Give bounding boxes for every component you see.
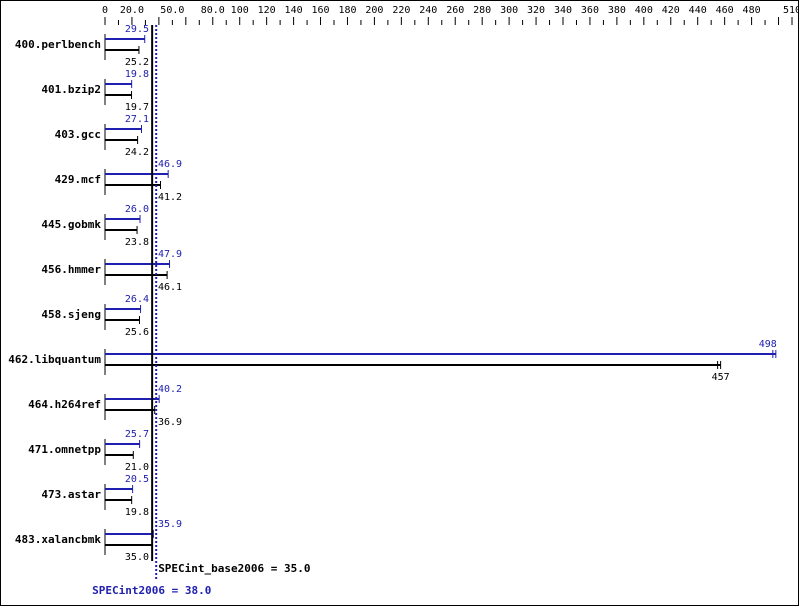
value-label-peak: 498 bbox=[759, 339, 777, 350]
value-label-peak: 26.0 bbox=[125, 204, 149, 215]
value-label-peak: 40.2 bbox=[158, 384, 182, 395]
value-label-base: 23.8 bbox=[125, 237, 149, 248]
benchmark-label: 473.astar bbox=[41, 488, 101, 501]
benchmark-label: 456.hmmer bbox=[41, 263, 101, 276]
benchmark-label: 401.bzip2 bbox=[41, 83, 101, 96]
axis-tick-label: 400 bbox=[635, 5, 653, 16]
axis-tick-label: 200 bbox=[365, 5, 383, 16]
axis-tick-label: 260 bbox=[446, 5, 464, 16]
benchmark-label: 464.h264ref bbox=[28, 398, 101, 411]
reference-label-base: SPECint_base2006 = 35.0 bbox=[158, 562, 310, 575]
value-label-base: 19.7 bbox=[125, 102, 149, 113]
axis-tick-label: 50.0 bbox=[160, 5, 184, 16]
axis-tick-label: 510 bbox=[783, 5, 798, 16]
value-label-base: 24.2 bbox=[125, 147, 149, 158]
axis-tick-label: 480 bbox=[743, 5, 761, 16]
reference-label-peak: SPECint2006 = 38.0 bbox=[92, 584, 211, 597]
benchmark-label: 458.sjeng bbox=[41, 308, 101, 321]
value-label-base: 457 bbox=[712, 372, 730, 383]
value-label-base: 25.2 bbox=[125, 57, 149, 68]
value-label-peak: 29.5 bbox=[125, 24, 149, 35]
value-label-base: 19.8 bbox=[125, 507, 149, 518]
value-label-peak: 46.9 bbox=[158, 159, 182, 170]
axis-tick-label: 20.0 bbox=[120, 5, 144, 16]
value-label-peak: 35.9 bbox=[158, 519, 182, 530]
axis-tick-label: 420 bbox=[662, 5, 680, 16]
benchmark-label: 445.gobmk bbox=[41, 218, 101, 231]
axis-tick-label: 180 bbox=[338, 5, 356, 16]
value-label-base: 46.1 bbox=[158, 282, 182, 293]
benchmark-label: 429.mcf bbox=[55, 173, 101, 186]
axis-tick-label: 300 bbox=[500, 5, 518, 16]
value-label-peak: 27.1 bbox=[125, 114, 149, 125]
value-label-base: 36.9 bbox=[158, 417, 182, 428]
axis-tick-label: 100 bbox=[231, 5, 249, 16]
axis-tick-label: 160 bbox=[311, 5, 329, 16]
value-label-peak: 25.7 bbox=[125, 429, 149, 440]
benchmark-label: 483.xalancbmk bbox=[15, 533, 101, 546]
benchmark-label: 403.gcc bbox=[55, 128, 101, 141]
axis-tick-label: 240 bbox=[419, 5, 437, 16]
axis-tick-label: 460 bbox=[716, 5, 734, 16]
benchmark-label: 471.omnetpp bbox=[28, 443, 101, 456]
axis-tick-label: 220 bbox=[392, 5, 410, 16]
value-label-peak: 47.9 bbox=[158, 249, 182, 260]
value-label-base: 41.2 bbox=[158, 192, 182, 203]
axis-tick-label: 120 bbox=[258, 5, 276, 16]
axis-tick-label: 0 bbox=[102, 5, 108, 16]
value-label-peak: 20.5 bbox=[125, 474, 149, 485]
axis-tick-label: 360 bbox=[581, 5, 599, 16]
axis-tick-label: 80.0 bbox=[201, 5, 225, 16]
value-label-base: 25.6 bbox=[125, 327, 149, 338]
axis-tick-label: 440 bbox=[689, 5, 707, 16]
axis-tick-label: 140 bbox=[285, 5, 303, 16]
axis-tick-label: 340 bbox=[554, 5, 572, 16]
value-label-peak: 19.8 bbox=[125, 69, 149, 80]
axis-tick-label: 320 bbox=[527, 5, 545, 16]
axis-tick-label: 280 bbox=[473, 5, 491, 16]
axis-tick-label: 380 bbox=[608, 5, 626, 16]
value-label-base: 35.0 bbox=[125, 552, 149, 563]
value-label-base: 21.0 bbox=[125, 462, 149, 473]
benchmark-label: 462.libquantum bbox=[8, 353, 101, 366]
benchmark-label: 400.perlbench bbox=[15, 38, 101, 51]
value-label-peak: 26.4 bbox=[125, 294, 149, 305]
